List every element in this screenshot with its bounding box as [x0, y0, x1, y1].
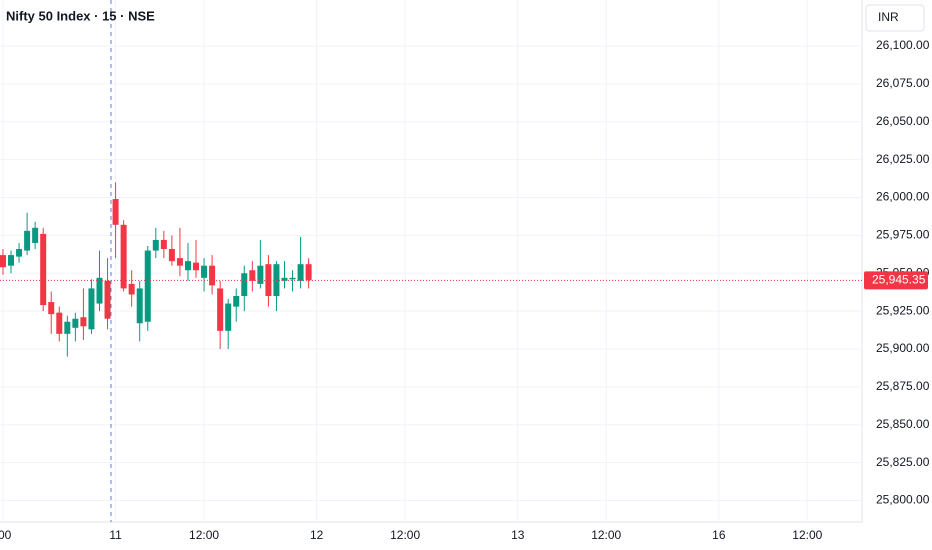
candle-body	[112, 199, 119, 225]
y-tick-label: 26,000.00	[876, 190, 930, 204]
candle-body	[265, 264, 272, 296]
candle-body	[80, 317, 87, 327]
candle-body	[24, 230, 31, 251]
candle-body	[88, 288, 95, 330]
y-tick-label: 26,050.00	[876, 114, 930, 128]
y-tick-label: 25,825.00	[876, 455, 930, 469]
candle-body	[64, 321, 71, 334]
y-tick-label: 25,975.00	[876, 228, 930, 242]
candle-body	[152, 239, 159, 251]
candle-body	[305, 264, 312, 281]
y-tick-label: 25,850.00	[876, 417, 930, 431]
candle-body	[32, 227, 39, 243]
candle-body	[48, 302, 55, 315]
candle-body	[257, 265, 264, 284]
candle-body	[128, 283, 135, 295]
candle-body	[201, 265, 208, 278]
x-tick-label: 12:00	[591, 528, 621, 542]
candle-body	[160, 239, 167, 250]
candle-body	[104, 280, 111, 319]
candle-body	[241, 273, 248, 296]
candle-body	[96, 277, 103, 304]
chart-title: Nifty 50 Index · 15 · NSE	[6, 8, 155, 23]
y-tick-label: 25,925.00	[876, 303, 930, 317]
y-tick-label: 25,875.00	[876, 379, 930, 393]
x-tick-label: 12:00	[792, 528, 822, 542]
candle-body	[217, 288, 224, 331]
last-price-label: 25,945.35	[872, 272, 926, 286]
x-tick-label: 12:00	[189, 528, 219, 542]
candle-body	[72, 318, 79, 328]
candle-body	[297, 264, 304, 281]
y-tick-label: 26,025.00	[876, 152, 930, 166]
candle-body	[40, 233, 47, 306]
candle-body	[16, 249, 23, 257]
y-tick-label: 25,900.00	[876, 341, 930, 355]
candle-body	[184, 261, 191, 271]
candle-body	[0, 255, 6, 268]
candle-body	[120, 224, 127, 289]
y-tick-label: 25,800.00	[876, 493, 930, 507]
x-tick-label: 12	[310, 528, 324, 542]
candle-body	[225, 303, 232, 331]
x-tick-label: 12:00	[390, 528, 420, 542]
currency[interactable]: INR	[878, 10, 899, 24]
candle-body	[176, 258, 183, 266]
grid	[0, 0, 862, 522]
candles	[0, 182, 312, 357]
candle-body	[281, 277, 288, 281]
candle-body	[56, 312, 63, 334]
candle-body	[209, 265, 216, 286]
y-tick-label: 26,075.00	[876, 76, 930, 90]
candle-body	[144, 250, 151, 322]
candle-body	[193, 262, 200, 271]
last-price-tag	[864, 271, 928, 290]
currency-button[interactable]	[865, 4, 925, 32]
y-tick-label: 26,100.00	[876, 38, 930, 52]
candle-body	[168, 249, 175, 262]
candle-body	[289, 277, 296, 280]
x-tick-label: 16	[712, 528, 726, 542]
candle-body	[233, 295, 240, 307]
x-tick-label: :00	[0, 528, 12, 542]
candle-body	[249, 270, 256, 281]
candle-body	[136, 288, 143, 324]
candle-body	[8, 255, 15, 266]
x-tick-label: 11	[109, 528, 122, 542]
x-tick-label: 13	[511, 528, 525, 542]
